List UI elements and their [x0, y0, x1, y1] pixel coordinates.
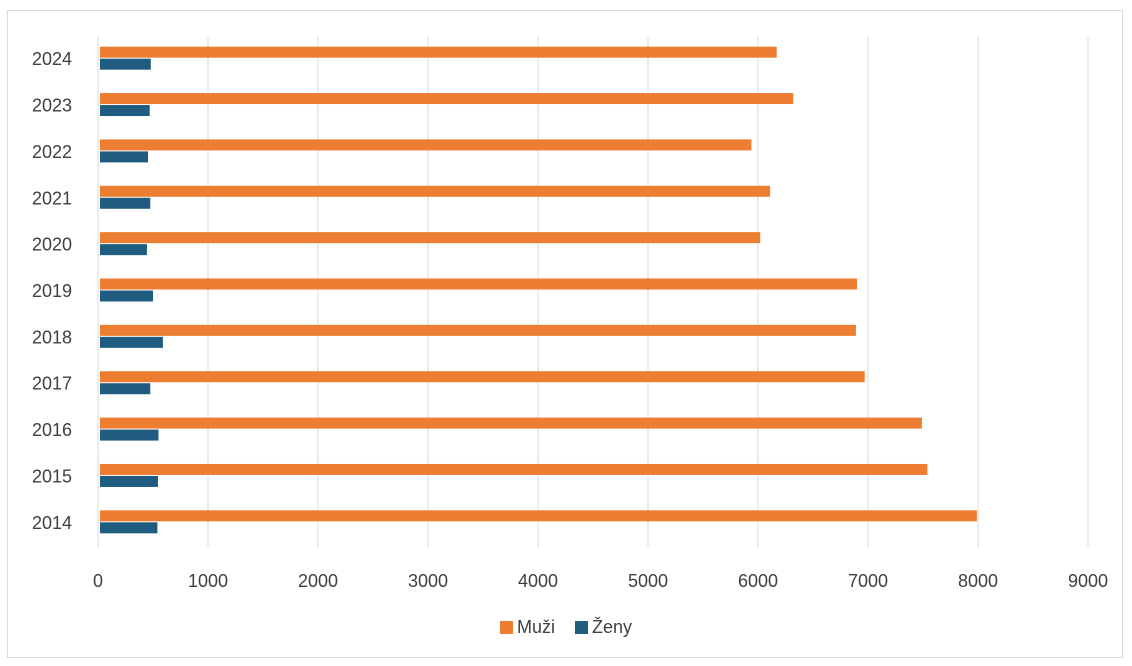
y-tick-label: 2021: [32, 188, 72, 208]
bar-muzi-2017: [100, 371, 865, 383]
bar-muzi-2022: [100, 139, 752, 151]
y-tick-label: 2017: [32, 374, 72, 394]
legend-label-zeny: Ženy: [592, 617, 632, 637]
y-tick-label: 2016: [32, 420, 72, 440]
y-tick-label: 2024: [32, 49, 72, 69]
legend-swatch-zeny: [575, 621, 588, 634]
gridlines: [97, 37, 1089, 547]
y-tick-label: 2018: [32, 327, 72, 347]
bar-zeny-2022: [100, 151, 149, 163]
bar-zeny-2017: [100, 383, 151, 395]
bar-zeny-2015: [100, 475, 158, 487]
x-tick-label: 1000: [188, 571, 228, 591]
bar-muzi-2016: [100, 417, 922, 429]
legend-swatch-muzi: [500, 621, 513, 634]
bar-muzi-2024: [100, 46, 777, 58]
y-tick-label: 2023: [32, 96, 72, 116]
x-tick-label: 2000: [298, 571, 338, 591]
bar-zeny-2016: [100, 429, 159, 441]
bar-zeny-2020: [100, 244, 147, 256]
x-tick-label: 9000: [1068, 571, 1108, 591]
y-tick-label: 2019: [32, 281, 72, 301]
y-tick-label: 2015: [32, 466, 72, 486]
x-tick-label: 8000: [958, 571, 998, 591]
x-tick-label: 6000: [738, 571, 778, 591]
y-tick-label: 2020: [32, 235, 72, 255]
x-tick-label: 4000: [518, 571, 558, 591]
bar-muzi-2018: [100, 324, 856, 336]
bar-muzi-2023: [100, 93, 794, 105]
bar-muzi-2021: [100, 185, 771, 197]
x-tick-label: 5000: [628, 571, 668, 591]
bars: [100, 46, 977, 534]
bar-muzi-2020: [100, 232, 761, 244]
x-tick-label: 3000: [408, 571, 448, 591]
bar-zeny-2018: [100, 336, 163, 348]
bar-muzi-2014: [100, 510, 977, 522]
bar-zeny-2014: [100, 522, 158, 534]
bar-muzi-2015: [100, 463, 928, 475]
y-tick-label: 2014: [32, 513, 72, 533]
legend: Muži Ženy: [500, 617, 632, 637]
y-tick-label: 2022: [32, 142, 72, 162]
bar-zeny-2023: [100, 105, 150, 117]
bar-muzi-2019: [100, 278, 857, 290]
bar-zeny-2024: [100, 58, 151, 70]
y-axis-labels: 2014 2015 2016 2017 2018 2019 2020 2021 2022 2023…: [32, 49, 72, 533]
legend-label-muzi: Muži: [517, 617, 555, 637]
x-tick-label: 7000: [848, 571, 888, 591]
bar-zeny-2019: [100, 290, 153, 302]
x-axis-labels: 0 1000 2000 3000 4000 5000 6000 7000 8000 9000: [93, 571, 1108, 591]
x-tick-label: 0: [93, 571, 103, 591]
bar-zeny-2021: [100, 197, 151, 209]
